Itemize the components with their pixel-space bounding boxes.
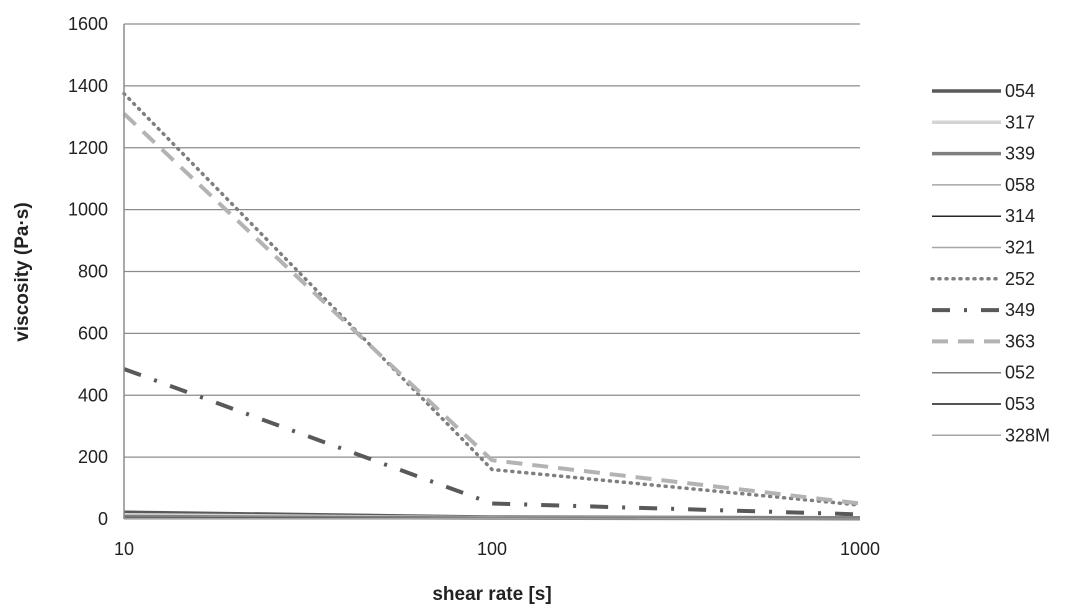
x-tick-label: 10 (114, 539, 134, 559)
gridlines (124, 23, 860, 520)
legend-label: 328M (1005, 425, 1050, 445)
legend-item: 363 (932, 331, 1035, 351)
legend-item: 349 (932, 300, 1035, 320)
series-lines (122, 91, 862, 521)
legend-item: 321 (932, 238, 1035, 258)
legend-label: 317 (1005, 112, 1035, 132)
y-axis-ticks: 0 200 400 600 800 1000 1200 1400 1600 (68, 14, 108, 529)
y-tick-label: 800 (78, 262, 108, 282)
legend-item: 339 (932, 144, 1035, 164)
y-tick-label: 600 (78, 323, 108, 343)
series-line-349 (123, 367, 861, 517)
x-axis-ticks: 10 100 1000 (114, 539, 880, 559)
legend: 054 317 339 058 314 321 252 349 363 052 053 328M (930, 81, 1050, 445)
legend-label: 339 (1005, 144, 1035, 164)
legend-label: 052 (1005, 363, 1035, 383)
legend-item: 053 (932, 394, 1035, 414)
legend-item: 052 (932, 363, 1035, 383)
x-axis-title: shear rate [s] (432, 584, 551, 605)
series-line-363 (122, 112, 861, 506)
legend-label: 053 (1005, 394, 1035, 414)
legend-label: 321 (1005, 238, 1035, 258)
legend-item: 252 (930, 269, 1035, 289)
y-tick-label: 0 (98, 509, 108, 529)
y-tick-label: 200 (78, 447, 108, 467)
y-tick-label: 1200 (68, 138, 108, 158)
y-axis-title: viscosity (Pa·s) (12, 202, 33, 341)
legend-label: 349 (1005, 300, 1035, 320)
y-tick-label: 1400 (68, 76, 108, 96)
y-tick-label: 400 (78, 385, 108, 405)
legend-item: 058 (932, 175, 1035, 195)
legend-item: 328M (932, 425, 1050, 445)
y-tick-label: 1000 (68, 200, 108, 220)
x-tick-label: 1000 (840, 539, 880, 559)
y-tick-label: 1600 (68, 14, 108, 34)
legend-label: 054 (1005, 81, 1035, 101)
legend-item: 314 (932, 206, 1035, 226)
legend-label: 363 (1005, 331, 1035, 351)
x-tick-label: 100 (477, 539, 507, 559)
series-line-252 (122, 91, 862, 507)
legend-label: 314 (1005, 206, 1035, 226)
legend-label: 058 (1005, 175, 1035, 195)
legend-item: 317 (932, 112, 1035, 132)
legend-label: 252 (1005, 269, 1035, 289)
legend-item: 054 (932, 81, 1035, 101)
